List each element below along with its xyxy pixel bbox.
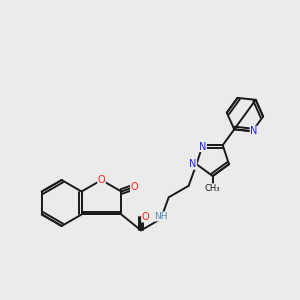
Text: N: N <box>250 126 257 136</box>
Text: N: N <box>189 159 197 169</box>
Text: O: O <box>130 182 138 192</box>
Text: O: O <box>142 212 149 222</box>
Text: CH₃: CH₃ <box>205 184 220 193</box>
Text: O: O <box>98 175 105 185</box>
Text: NH: NH <box>154 212 168 221</box>
Text: N: N <box>199 142 206 152</box>
